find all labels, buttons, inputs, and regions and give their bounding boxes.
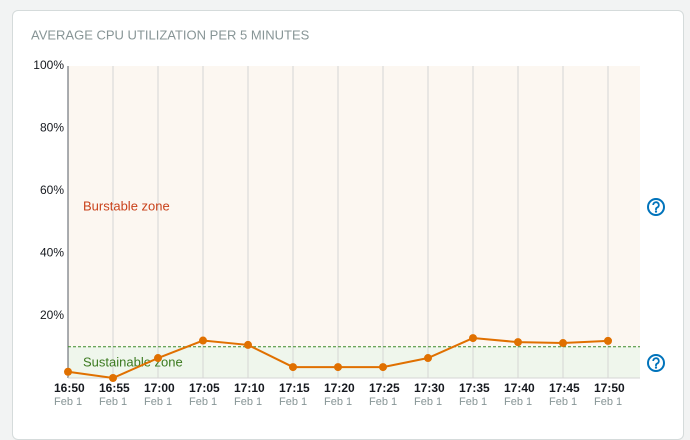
x-tick-label: 17:10 <box>234 381 265 395</box>
x-tick-sublabel: Feb 1 <box>54 396 82 408</box>
x-tick-label: 17:25 <box>369 381 400 395</box>
x-tick-sublabel: Feb 1 <box>459 396 487 408</box>
help-glyph <box>652 201 660 211</box>
x-tick-label: 17:20 <box>324 381 355 395</box>
x-tick-label: 17:15 <box>279 381 310 395</box>
y-tick-label: 20% <box>40 308 64 322</box>
sustainable-zone <box>68 346 640 378</box>
y-tick-label: 100% <box>33 58 64 72</box>
x-tick-sublabel: Feb 1 <box>504 396 532 408</box>
x-tick-sublabel: Feb 1 <box>189 396 217 408</box>
x-tick-sublabel: Feb 1 <box>369 396 397 408</box>
point <box>109 374 117 382</box>
y-tick-label: 40% <box>40 245 64 259</box>
burstable-zone <box>68 66 640 347</box>
chart-title: AVERAGE CPU UTILIZATION PER 5 MINUTES <box>31 27 310 42</box>
x-tick-sublabel: Feb 1 <box>324 396 352 408</box>
y-tick-label: 80% <box>40 121 64 135</box>
y-tick-label: 60% <box>40 183 64 197</box>
x-tick-label: 17:50 <box>594 381 625 395</box>
x-tick-label: 17:05 <box>189 381 220 395</box>
x-tick-sublabel: Feb 1 <box>99 396 127 408</box>
zone-label: Sustainable zone <box>83 354 183 369</box>
point <box>199 336 207 345</box>
x-tick-label: 17:40 <box>504 381 535 395</box>
point <box>64 367 72 376</box>
x-tick-sublabel: Feb 1 <box>279 396 307 408</box>
point <box>244 340 252 349</box>
x-tick-label: 17:45 <box>549 381 580 395</box>
point <box>379 363 387 372</box>
help-icon[interactable] <box>647 198 665 216</box>
x-tick-label: 17:35 <box>459 381 490 395</box>
point <box>514 338 522 347</box>
x-tick-sublabel: Feb 1 <box>234 396 262 408</box>
chart: AVERAGE CPU UTILIZATION PER 5 MINUTES 16… <box>31 27 665 408</box>
x-tick-label: 17:30 <box>414 381 445 395</box>
help-glyph <box>652 357 660 367</box>
help-icon[interactable] <box>647 354 665 372</box>
x-tick-sublabel: Feb 1 <box>144 396 172 408</box>
help-circle <box>647 354 665 372</box>
x-tick-label: 16:55 <box>99 381 130 395</box>
x-tick-label: 17:00 <box>144 381 175 395</box>
help-circle <box>647 198 665 216</box>
x-tick-sublabel: Feb 1 <box>414 396 442 408</box>
point <box>289 363 297 372</box>
x-tick-sublabel: Feb 1 <box>549 396 577 408</box>
point <box>334 363 342 372</box>
point <box>604 336 612 345</box>
zone-label: Burstable zone <box>83 198 170 213</box>
x-tick-label: 16:50 <box>54 381 85 395</box>
x-tick-sublabel: Feb 1 <box>594 396 622 408</box>
help-dot <box>654 366 658 369</box>
point <box>424 354 432 363</box>
point <box>559 339 567 348</box>
point <box>469 334 477 343</box>
point <box>154 354 162 363</box>
help-dot <box>654 210 658 213</box>
